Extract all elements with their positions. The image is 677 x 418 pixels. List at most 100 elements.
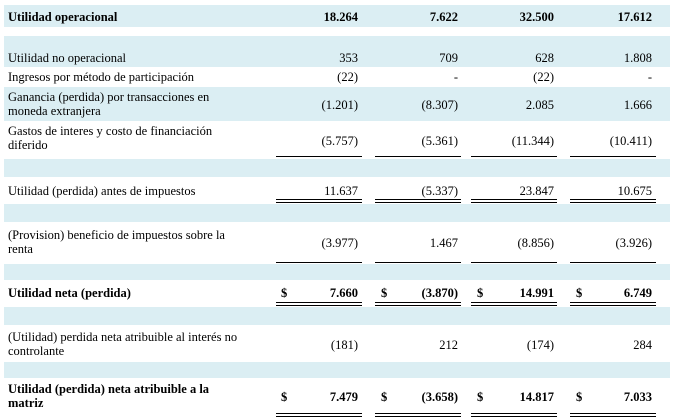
subtotal-rule [471,156,557,157]
currency-sign: $ [477,390,484,404]
value-col-3: (8.856) [517,236,554,250]
double-rule [375,413,461,417]
value-col-2: (5.337) [421,184,458,198]
value-col-3: 14.817 [519,390,554,404]
value-col-3: 23.847 [519,184,554,198]
row-fx-gain-loss: Ganancia (perdida) por transacciones en … [4,87,670,121]
row-non-operating-income: Utilidad no operacional 353 709 628 1.80… [4,48,670,67]
double-rule [570,413,656,417]
value-col-3: 628 [535,51,554,65]
row-non-controlling-interest: (Utilidad) perdida neta atribuible al in… [4,328,670,362]
spacer-band [4,204,670,222]
double-rule [276,413,362,417]
row-label-line-1: (Provision) beneficio de impuestos sobre… [8,228,225,242]
value-col-1: (1.201) [321,98,358,112]
row-label-line-2: moneda extranjera [8,104,101,118]
double-rule [471,413,557,417]
double-rule [375,302,461,306]
value-col-1: (181) [330,338,358,352]
value-col-2: (3.658) [421,390,458,404]
subtotal-rule [375,262,461,263]
value-col-2: (3.870) [421,286,458,300]
double-rule [471,302,557,306]
value-col-1: 7.660 [329,286,358,300]
value-col-3: (174) [526,338,554,352]
currency-sign: $ [281,286,288,300]
spacer-band [4,362,670,378]
row-net-income-parent: Utilidad (perdida) neta atribuible a la … [4,380,670,414]
row-label: Utilidad operacional [8,10,118,24]
row-label-line-2: diferido [8,138,48,152]
value-col-4: - [647,70,652,84]
currency-sign: $ [381,286,388,300]
value-col-4: 17.612 [617,10,652,24]
currency-sign: $ [576,390,583,404]
subtotal-rule [375,156,461,157]
currency-sign: $ [477,286,484,300]
row-label-line-2: controlante [8,344,65,358]
row-label-line-1: Gastos de interes y costo de financiació… [8,124,213,138]
value-col-3: 2.085 [525,98,554,112]
double-rule [471,199,557,203]
double-rule [276,199,362,203]
row-label: Ingresos por método de participación [8,70,195,84]
value-col-4: (3.926) [615,236,652,250]
value-col-2: (5.361) [421,134,458,148]
value-col-1: (22) [337,70,358,84]
value-col-2: 1.467 [429,236,458,250]
subtotal-rule [570,262,656,263]
row-net-income: Utilidad neta (perdida) $ 7.660 $ (3.870… [4,284,670,302]
value-col-4: 7.033 [623,390,652,404]
subtotal-rule [570,156,656,157]
value-col-2: (8.307) [421,98,458,112]
currency-sign: $ [576,286,583,300]
spacer-band [4,36,670,48]
row-operating-income: Utilidad operacional 18.264 7.622 32.500… [4,5,670,27]
spacer-band [4,307,670,325]
value-col-2: 709 [439,51,458,65]
value-col-4: (10.411) [609,134,652,148]
row-income-tax-provision: (Provision) beneficio de impuestos sobre… [4,226,670,260]
double-rule [276,302,362,306]
value-col-4: 1.666 [623,98,652,112]
value-col-2: 7.622 [429,10,458,24]
currency-sign: $ [381,390,388,404]
double-rule [570,199,656,203]
row-label: Utilidad (perdida) antes de impuestos [8,184,196,198]
double-rule [570,302,656,306]
row-label-line-1: Utilidad (perdida) neta atribuible a la [8,382,210,396]
value-col-1: 353 [339,51,358,65]
row-label-line-1: (Utilidad) perdida neta atribuible al in… [8,330,238,344]
value-col-2: 212 [439,338,458,352]
subtotal-rule [276,156,362,157]
value-col-3: 14.991 [519,286,554,300]
subtotal-rule [276,262,362,263]
value-col-4: 1.808 [623,51,652,65]
currency-sign: $ [281,390,288,404]
value-col-4: 284 [633,338,652,352]
row-equity-method-income: Ingresos por método de participación (22… [4,68,670,86]
value-col-3: 32.500 [519,10,554,24]
row-label: Utilidad no operacional [8,51,127,65]
subtotal-rule [471,262,557,263]
row-interest-expense: Gastos de interes y costo de financiació… [4,122,670,156]
row-income-before-taxes: Utilidad (perdida) antes de impuestos 11… [4,182,670,200]
value-col-2: - [453,70,458,84]
value-col-4: 6.749 [623,286,652,300]
spacer-band [4,159,670,177]
value-col-1: 7.479 [329,390,358,404]
value-col-1: 11.637 [324,184,358,198]
value-col-1: (5.757) [321,134,358,148]
value-col-3: (22) [533,70,554,84]
double-rule [375,199,461,203]
value-col-1: (3.977) [321,236,358,250]
value-col-4: 10.675 [617,184,652,198]
spacer-band [4,264,670,280]
row-label-line-2: matriz [8,396,44,410]
value-col-3: (11.344) [511,134,554,148]
row-label-line-1: Ganancia (perdida) por transacciones en [8,90,210,104]
row-label-line-2: renta [8,242,33,256]
value-col-1: 18.264 [323,10,358,24]
row-label: Utilidad neta (perdida) [8,286,131,300]
